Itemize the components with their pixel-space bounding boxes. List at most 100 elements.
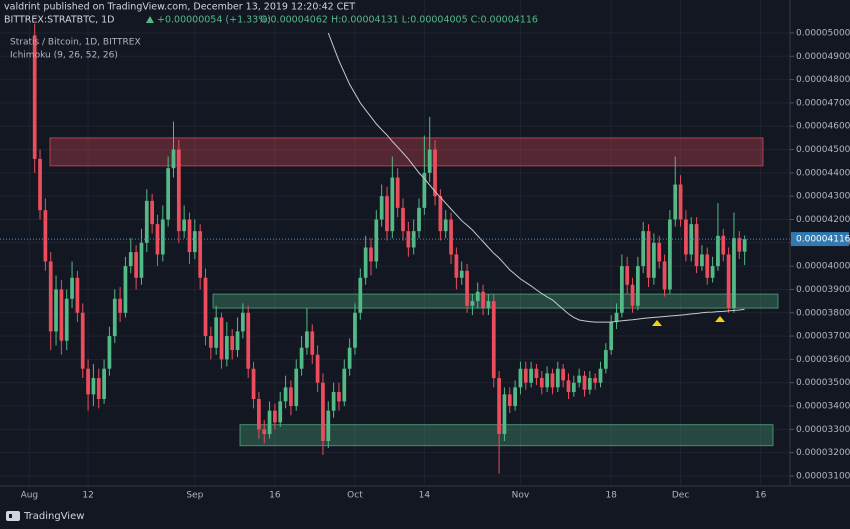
candle-body bbox=[427, 149, 432, 173]
candle-body bbox=[353, 312, 357, 348]
candle-body bbox=[555, 368, 560, 388]
candle-body bbox=[598, 368, 603, 383]
candle-body bbox=[150, 200, 154, 225]
y-tick-label: 0.00004700 bbox=[796, 98, 850, 108]
last-price-label: 0.00004116 bbox=[796, 235, 850, 245]
candle-body bbox=[705, 254, 710, 278]
candle-body bbox=[54, 289, 58, 332]
candle-body bbox=[331, 392, 336, 411]
candle-body bbox=[710, 266, 715, 278]
x-tick-label: Dec bbox=[672, 491, 689, 501]
candle-body bbox=[561, 368, 566, 381]
candle-body bbox=[641, 231, 646, 267]
candle-body bbox=[454, 254, 459, 278]
candle-body bbox=[75, 277, 80, 313]
x-tick-label: 16 bbox=[269, 491, 281, 501]
candle-body bbox=[342, 368, 347, 402]
candle-body bbox=[187, 219, 192, 253]
candle-body bbox=[262, 429, 267, 435]
candle-body bbox=[385, 196, 389, 232]
candle-body bbox=[614, 312, 619, 323]
candle-body bbox=[38, 158, 42, 211]
candle-body bbox=[321, 382, 325, 441]
candle-body bbox=[70, 277, 74, 299]
byline: valdrint published on TradingView.com, D… bbox=[4, 2, 355, 13]
candle-body bbox=[144, 200, 149, 243]
candle-body bbox=[417, 207, 421, 232]
candle-body bbox=[155, 224, 160, 255]
candle-body bbox=[577, 375, 582, 383]
candle-body bbox=[700, 254, 704, 267]
y-tick-label: 0.00004900 bbox=[796, 52, 850, 62]
candle-body bbox=[251, 368, 256, 400]
y-tick-label: 0.00003600 bbox=[796, 355, 850, 365]
candle-body bbox=[411, 231, 416, 248]
candle-body bbox=[107, 336, 112, 369]
last-price-box bbox=[791, 232, 849, 247]
candle-body bbox=[176, 149, 181, 232]
change-arrow bbox=[146, 16, 154, 23]
candle-body bbox=[619, 266, 624, 313]
candle-body bbox=[363, 247, 368, 278]
y-tick-label: 0.00003500 bbox=[796, 378, 850, 388]
candle-body bbox=[507, 394, 512, 407]
candle-body bbox=[422, 172, 427, 208]
candle-body bbox=[230, 336, 235, 351]
candle-body bbox=[566, 380, 571, 393]
x-tick-label: Nov bbox=[512, 491, 530, 501]
candle-body bbox=[171, 149, 176, 169]
candle-body bbox=[652, 242, 656, 278]
brand: TradingView bbox=[23, 511, 84, 522]
candle-body bbox=[465, 270, 469, 306]
marker bbox=[652, 320, 662, 326]
candle-body bbox=[470, 301, 475, 306]
candle-body bbox=[246, 312, 251, 369]
candle-body bbox=[721, 235, 726, 255]
candle-body bbox=[86, 368, 90, 395]
candle-body bbox=[267, 410, 272, 435]
candle-body bbox=[630, 284, 635, 306]
candle-body bbox=[459, 270, 464, 278]
candle-body bbox=[347, 347, 352, 369]
candle-body bbox=[310, 331, 315, 355]
x-tick-label: Sep bbox=[186, 491, 203, 501]
candle-body bbox=[80, 312, 85, 369]
candle-body bbox=[134, 252, 138, 278]
marker bbox=[715, 316, 725, 322]
candle-body bbox=[433, 149, 437, 197]
candle-body bbox=[32, 35, 37, 159]
candle-body bbox=[294, 368, 299, 407]
candle-body bbox=[283, 387, 288, 402]
candle-body bbox=[582, 375, 587, 390]
candle-body bbox=[118, 298, 122, 313]
candle-body bbox=[43, 210, 48, 262]
candle-body bbox=[390, 177, 395, 232]
legend-title: Stratis / Bitcoin, 1D, BITTREX bbox=[10, 38, 141, 48]
candle-body bbox=[203, 277, 208, 337]
candle-body bbox=[737, 238, 742, 252]
candle-body bbox=[214, 317, 219, 348]
candle-body bbox=[716, 235, 720, 267]
y-tick-label: 0.00004800 bbox=[796, 75, 850, 85]
change: +0.00000054 (+1.33%) bbox=[157, 15, 271, 26]
candle-body bbox=[609, 322, 614, 351]
candle-body bbox=[673, 184, 678, 220]
candle-body bbox=[694, 224, 699, 267]
candle-body bbox=[401, 207, 405, 232]
x-tick-label: Oct bbox=[347, 491, 363, 501]
y-tick-label: 0.00005000 bbox=[796, 28, 850, 38]
candle-body bbox=[289, 387, 293, 407]
candle-body bbox=[491, 301, 496, 379]
candle-body bbox=[625, 266, 630, 285]
x-tick-label: 16 bbox=[755, 491, 767, 501]
candle-body bbox=[684, 219, 688, 255]
candle-body bbox=[518, 368, 523, 388]
candle-body bbox=[358, 277, 363, 313]
candle-body bbox=[182, 219, 187, 232]
legend-entry: Ichimoku (9, 26, 52, 26) bbox=[10, 51, 118, 61]
candle-body bbox=[529, 368, 533, 383]
x-tick-label: 18 bbox=[605, 491, 617, 501]
candle-body bbox=[475, 291, 480, 302]
candle-body bbox=[59, 289, 64, 341]
